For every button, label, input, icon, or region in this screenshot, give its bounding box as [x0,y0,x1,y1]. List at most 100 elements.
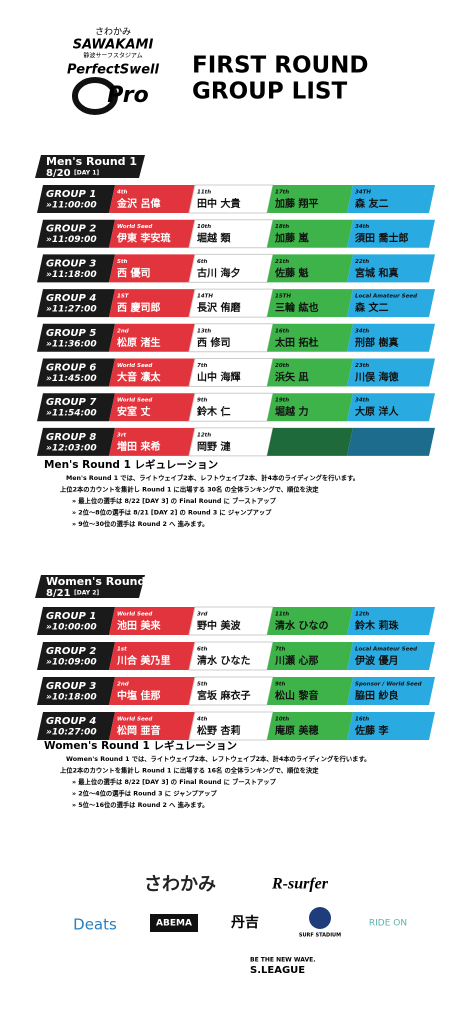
slot-cell [347,642,435,670]
group-cell [37,289,115,318]
group-time: »11:00:00 [46,201,97,211]
slot-cell [347,712,435,740]
round-day: [DAY 1] [74,170,99,177]
group-time: »11:36:00 [46,339,97,349]
regulation-line: » 5位〜16位の選手は Round 2 へ 進みます。 [72,800,208,809]
group-time: »11:09:00 [46,235,97,245]
slot-cell [347,358,435,387]
slot-cell [109,289,195,318]
slot-cell [267,712,353,740]
seed: 9th [197,398,207,404]
seed: Local Amateur Seed [355,294,417,300]
slot-cell [347,185,435,213]
slot-cell [109,677,195,705]
seed: 20th [275,363,289,369]
group-name: GROUP 1 [46,611,96,622]
group-cell [37,219,115,248]
slot-cell [347,427,435,456]
surfer-name: 松岡 亜音 [117,724,160,737]
slot-cell [347,393,435,422]
surfer-name: 三輪 紘也 [275,301,318,314]
slot-cell [109,254,195,283]
surfer-name: 川俣 海徳 [354,371,398,384]
slot-cell [267,219,353,248]
surfer-name: 西 優司 [117,266,150,279]
surfer-name: 浜矢 凪 [275,371,308,384]
seed: 5th [197,682,207,688]
regulation-title: Men's Round 1 レギュレーション [44,458,218,471]
surfer-name: 田中 大貴 [197,197,240,210]
group-name: GROUP 1 [46,189,96,200]
round-date: 8/21 [46,588,71,599]
sponsors: さわかみ R-surfer Deats ABEMA 丹吉 SURF STADIU… [73,874,407,976]
round-label: Women's Round 1 [46,575,157,588]
regulation-line: » 9位〜30位の選手は Round 2 へ 進みます。 [72,519,208,528]
venue: 静波サーフスタジアム [83,52,142,60]
sponsor: RIDE ON [369,919,407,929]
regulation-line: » 最上位の選手は 8/22 [DAY 3] の Final Round に ブ… [72,777,277,786]
surfer-name: 山中 海輝 [197,371,240,384]
sponsor-box [150,914,198,932]
surfer-name: 増田 来希 [117,440,160,453]
surfer-name: 宮坂 麻衣子 [197,689,250,702]
seed: World Seed [117,612,152,618]
seed: 4th [117,190,127,196]
seed: 23th [355,363,369,369]
surfer-name: 中塩 佳那 [117,689,160,702]
tagline: BE THE NEW WAVE. [250,957,316,964]
group-cell [37,712,115,740]
surfer-name: 松野 杏莉 [197,724,240,737]
regulation-line: 上位2本のカウントを集計し Round 1 に出場する 30名 の全体ランキング… [60,485,319,494]
surfer-name: 長沢 侑磨 [197,301,241,314]
seed: 34th [355,224,369,230]
surfer-name: 岡野 漣 [197,440,230,453]
surfer-name: 鈴木 莉珠 [355,619,399,632]
slot-cell [109,393,195,422]
surfer-name: 清水 ひなた [197,654,250,667]
group-name: GROUP 4 [46,293,96,304]
title-1: FIRST ROUND [192,53,369,79]
surfer-name: 川瀬 心那 [274,654,318,667]
surfer-name: 刑部 樹真 [355,336,398,349]
surfer-name: 宮城 和真 [355,266,398,279]
slot-cell [109,712,195,740]
slot-cell [109,642,195,670]
group-name: GROUP 8 [46,432,96,443]
seed: 10th [275,717,289,723]
group-cell [37,427,115,456]
regulation-line: Women's Round 1 では、ライトウェイブ2本、レフトウェイブ2本、計… [66,754,370,763]
surfer-name: 松山 黎音 [275,689,318,702]
brand-jp: さわかみ [95,27,131,38]
sponsor: ABEMA [156,919,192,929]
group-cell [37,677,115,705]
sponsor: Deats [73,916,117,934]
group-name: GROUP 5 [46,328,96,339]
seed: 21th [275,259,289,265]
seed: 10th [197,224,211,230]
seed: 13th [197,328,211,334]
seed: 4th [197,717,207,723]
group-time: »12:03:00 [46,443,97,453]
seed: 11th [197,190,211,196]
seed: Local Amateur Seed [355,647,417,653]
slot-cell [267,677,353,705]
seed: 1ST [117,294,130,300]
regulation-line: Men's Round 1 では、ライトウェイブ2本、レフトウェイブ2本、計4本… [66,473,359,482]
group-time: »11:45:00 [46,374,97,384]
group-cell [37,254,115,283]
group-name: GROUP 7 [46,397,96,408]
surfer-name: 伊東 李安琉 [116,232,170,245]
seed: 14TH [197,294,213,300]
surfer-name: 川合 美乃里 [116,654,170,667]
slot-cell [267,393,353,422]
seed: 9th [275,682,285,688]
slot-cell [267,642,353,670]
regulation-title: Women's Round 1 レギュレーション [44,739,237,752]
round-day: [DAY 2] [74,590,99,597]
seed: World Seed [117,717,152,723]
seed: 17th [275,190,289,196]
seed: 3rd [197,612,208,618]
seed: 7th [197,363,207,369]
surfer-name: 池田 美来 [117,619,161,632]
